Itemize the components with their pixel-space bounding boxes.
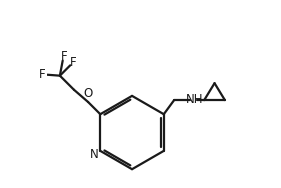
Text: F: F — [39, 68, 46, 81]
Text: F: F — [61, 50, 68, 63]
Text: N: N — [90, 148, 99, 161]
Text: NH: NH — [186, 93, 203, 106]
Text: O: O — [83, 87, 93, 100]
Text: F: F — [70, 56, 76, 69]
